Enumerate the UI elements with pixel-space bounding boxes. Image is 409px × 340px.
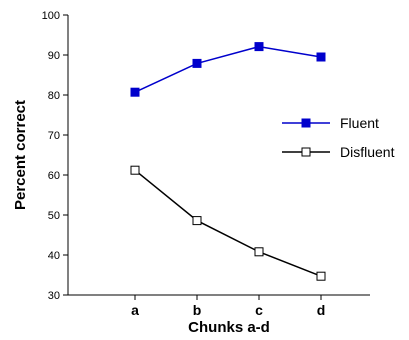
y-tick-label: 100 bbox=[42, 10, 60, 22]
x-axis-title: Chunks a-d bbox=[188, 319, 270, 336]
y-axis-title: Percent correct bbox=[12, 100, 29, 210]
data-point bbox=[316, 271, 326, 281]
y-ticks: 30 40 50 60 70 80 90 100 bbox=[42, 10, 68, 302]
y-tick-label: 90 bbox=[48, 50, 60, 62]
y-tick-label: 70 bbox=[48, 130, 60, 142]
legend-marker bbox=[301, 118, 311, 128]
x-tick-label: d bbox=[317, 302, 326, 318]
series-layer bbox=[130, 42, 326, 281]
data-point bbox=[130, 87, 140, 97]
data-point bbox=[316, 52, 326, 62]
data-point bbox=[254, 247, 264, 257]
legend-label: Disfluent bbox=[340, 144, 395, 160]
data-point bbox=[130, 165, 140, 175]
data-point bbox=[192, 216, 202, 226]
y-tick-label: 50 bbox=[48, 210, 60, 222]
series-line bbox=[134, 45, 322, 93]
series-disfluent bbox=[130, 165, 326, 281]
x-tick-label: c bbox=[255, 302, 263, 318]
legend-item: Fluent bbox=[282, 115, 379, 131]
x-ticks: a b c d bbox=[131, 295, 325, 318]
legend: Fluent Disfluent bbox=[282, 115, 395, 160]
legend-label: Fluent bbox=[340, 115, 379, 131]
x-tick-label: b bbox=[193, 302, 202, 318]
y-tick-label: 80 bbox=[48, 90, 60, 102]
data-point bbox=[192, 58, 202, 68]
series-fluent bbox=[130, 42, 326, 97]
data-point bbox=[254, 42, 264, 52]
axes bbox=[67, 15, 370, 296]
series-line bbox=[134, 169, 322, 277]
legend-marker bbox=[301, 147, 311, 157]
y-tick-label: 60 bbox=[48, 170, 60, 182]
x-tick-label: a bbox=[131, 302, 139, 318]
y-tick-label: 40 bbox=[48, 250, 60, 262]
y-tick-label: 30 bbox=[48, 290, 60, 302]
legend-item: Disfluent bbox=[282, 144, 395, 160]
